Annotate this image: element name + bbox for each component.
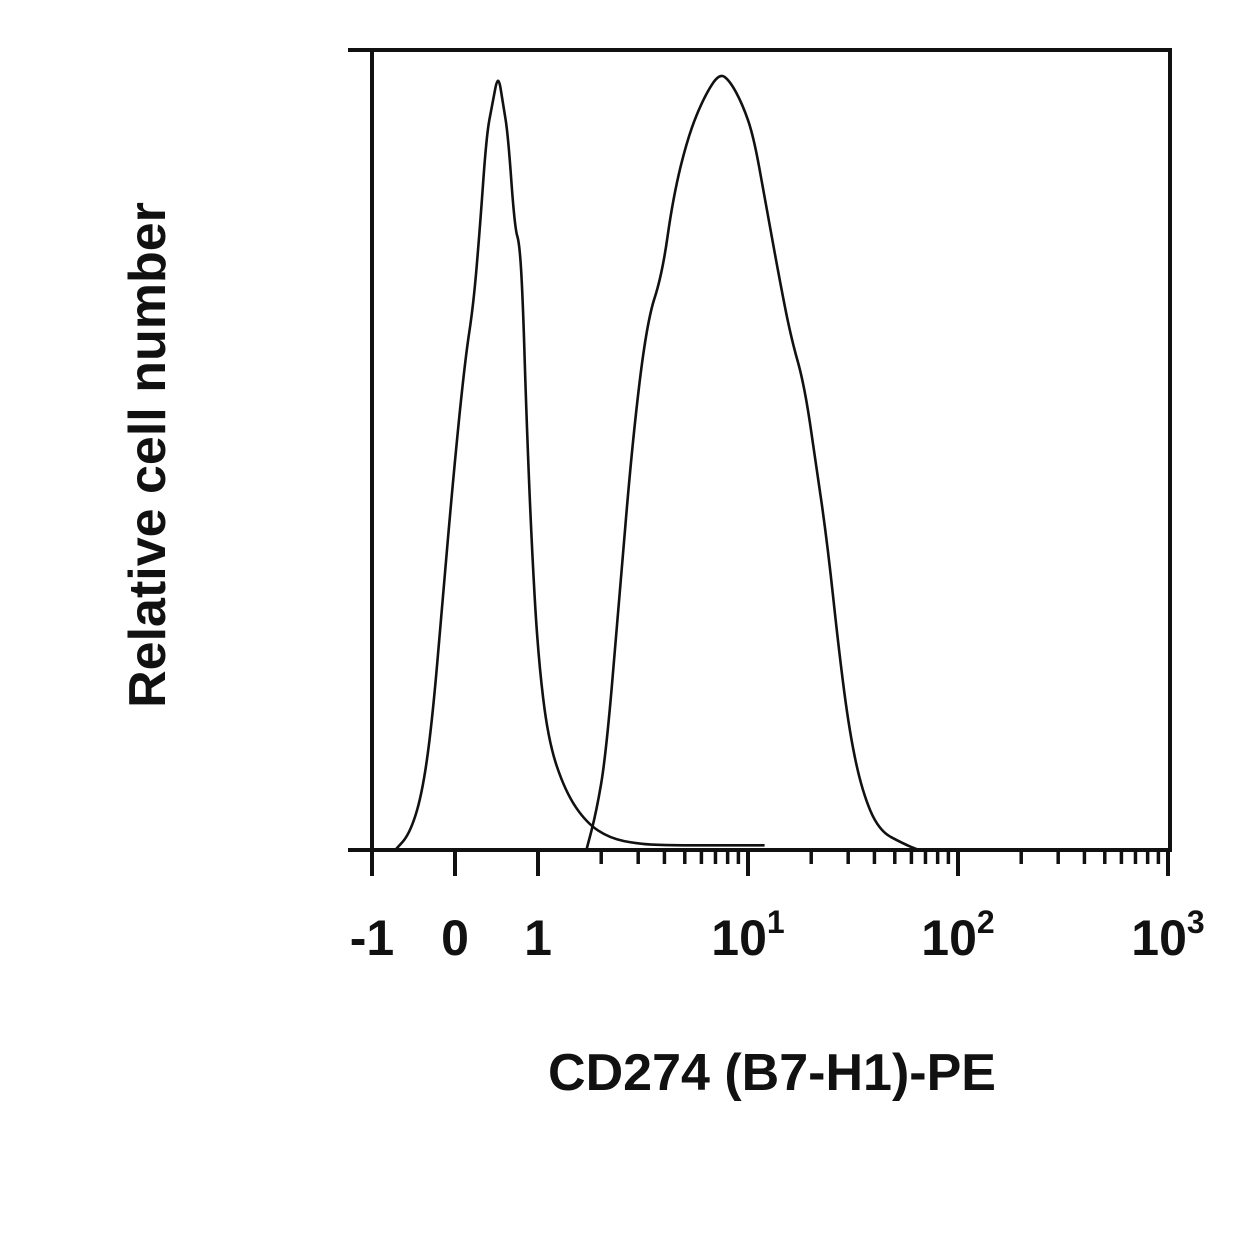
x-tick-label: 1 [524, 910, 552, 966]
x-tick-label: 101 [711, 904, 784, 966]
x-tick-label: -1 [350, 910, 394, 966]
histogram-curve-2 [585, 74, 920, 852]
x-tick-exponent: 3 [1187, 904, 1205, 940]
x-tick-label: 103 [1131, 904, 1204, 966]
histogram-curve-1 [394, 79, 765, 851]
x-tick-label: 102 [921, 904, 994, 966]
plot-frame [370, 48, 1172, 852]
x-axis-title: CD274 (B7-H1)-PE [548, 1044, 996, 1102]
plot-frame-group [348, 48, 1172, 852]
x-tick-exponent: 1 [767, 904, 785, 940]
x-tick-labels: -1 0 1 101 102 103 [350, 904, 1205, 966]
y-axis-title: Relative cell number [119, 202, 177, 708]
x-ticks [370, 850, 1170, 876]
x-tick-label: 0 [441, 910, 469, 966]
histogram-series [394, 74, 920, 852]
x-tick-exponent: 2 [977, 904, 995, 940]
